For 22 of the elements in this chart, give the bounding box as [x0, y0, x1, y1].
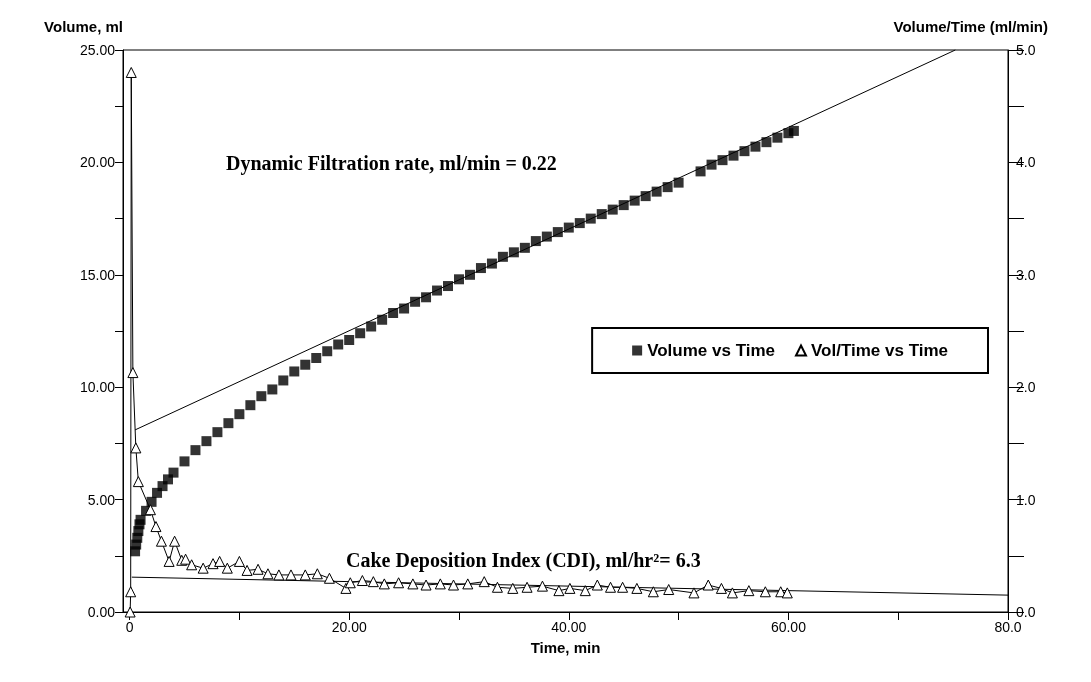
y2-axis-title: Volume/Time (ml/min)	[893, 18, 1048, 35]
y2-tick-label: 2.0	[1016, 379, 1036, 396]
y2-tick-label: 1.0	[1016, 491, 1036, 508]
y-tick-label: 20.00	[79, 154, 116, 171]
y-tick-label: 25.00	[79, 42, 116, 58]
annotation: Cake Deposition Index (CDI), ml/hr²= 6.3	[346, 549, 701, 572]
legend-label: Vol/Time vs Time	[811, 341, 949, 360]
x-tick-label: 20.00	[331, 619, 367, 635]
y-tick-label: 5.00	[87, 491, 116, 508]
x-axis-title: Time, min	[530, 639, 601, 656]
y2-tick-label: 5.0	[1016, 42, 1036, 58]
legend-label: Volume vs Time	[647, 341, 776, 360]
y2-tick-label: 0.0	[1016, 604, 1036, 620]
y-tick-label: 10.00	[79, 379, 116, 396]
y-tick-label: 0.00	[87, 604, 116, 620]
x-tick-label: 0	[125, 619, 134, 635]
y-axis-title: Volume, ml	[44, 18, 123, 35]
annotation: Dynamic Filtration rate, ml/min = 0.22	[226, 152, 557, 175]
x-tick-label: 40.00	[551, 619, 587, 635]
x-tick-label: 60.00	[770, 619, 807, 635]
x-tick-label: 80.0	[994, 619, 1022, 635]
y-tick-label: 15.00	[79, 266, 116, 283]
